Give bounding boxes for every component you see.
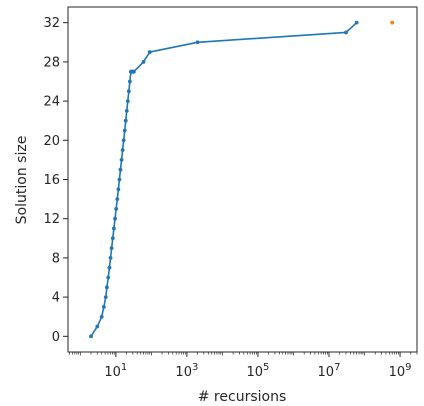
y-tick-label: 8: [52, 251, 60, 266]
x-tick-label: 103: [175, 362, 198, 380]
series-0-point: [344, 30, 348, 35]
series-0-point: [110, 236, 115, 241]
x-axis: 101 103 105 107 109: [69, 352, 418, 380]
y-tick-label: 32: [43, 16, 60, 31]
y-tick-label: 4: [52, 291, 60, 306]
series-0-point: [113, 216, 117, 221]
x-tick-label: 109: [389, 362, 412, 380]
series-0-point: [108, 256, 113, 260]
series-0-point: [123, 118, 128, 123]
series-0-point: [95, 324, 100, 329]
series-0-point: [131, 69, 136, 74]
series-0-point: [354, 20, 359, 25]
series-0-point: [101, 305, 106, 309]
x-tick-label: 105: [246, 362, 269, 380]
series-0-point: [99, 314, 104, 319]
series-0-point: [147, 50, 152, 54]
y-tick-label: 16: [43, 173, 60, 188]
y-axis: 0 4 8 12 16 20 24 28 32: [43, 16, 68, 345]
x-axis-label: # recursions: [198, 389, 286, 405]
y-tick-label: 28: [43, 55, 60, 70]
series-0-point: [118, 167, 123, 172]
series-0-point: [109, 246, 114, 251]
y-axis-label: Solution size: [14, 136, 30, 225]
series-layer: [89, 20, 395, 339]
series-0-point: [124, 108, 129, 113]
series-0-point: [119, 157, 124, 162]
series-0-point: [104, 285, 109, 290]
series-0-point: [121, 138, 126, 143]
series-0-point: [114, 207, 119, 211]
y-tick-label: 12: [43, 212, 60, 227]
series-0-point: [141, 59, 146, 64]
series-1-point: [390, 20, 395, 25]
y-tick-label: 20: [43, 134, 60, 149]
series-0-point: [117, 177, 122, 182]
series-0-point: [127, 79, 132, 84]
y-tick-label: 24: [43, 95, 60, 110]
y-tick-label: 0: [52, 330, 60, 345]
series-0-point: [122, 128, 127, 133]
series-0-point: [106, 275, 111, 280]
series-0-point: [116, 187, 121, 192]
series-0-point: [120, 148, 125, 152]
series-0-point: [125, 99, 130, 103]
x-tick-label: 107: [318, 362, 341, 380]
series-0-point: [115, 197, 120, 202]
series-0-point: [111, 226, 116, 231]
x-tick-label: 101: [104, 362, 127, 380]
plot-area: [67, 6, 418, 353]
series-0-point: [126, 89, 131, 94]
series-0-point: [103, 295, 108, 300]
series-0-point: [89, 334, 93, 339]
series-0-point: [195, 40, 200, 45]
series-0-point: [107, 265, 112, 270]
